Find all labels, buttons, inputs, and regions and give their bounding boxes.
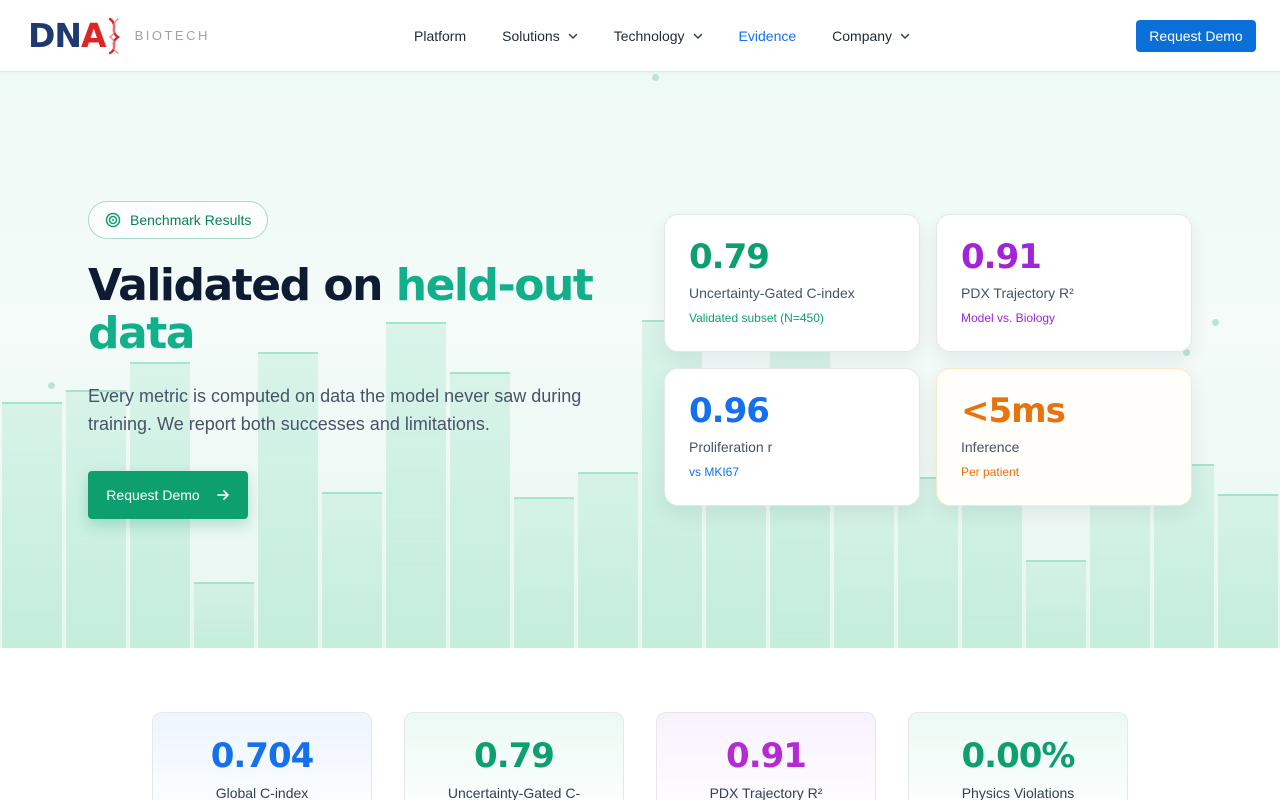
nav-item-company[interactable]: Company: [832, 26, 910, 46]
background-bar: [578, 472, 638, 648]
metric-subtext: vs MKI67: [689, 465, 740, 479]
background-bar: [1026, 560, 1086, 648]
metric-subtext: Validated subset (N=450): [689, 311, 824, 325]
metric-card-pdx-trajectory: 0.91 PDX Trajectory R² Model vs. Biology: [936, 214, 1192, 352]
logo[interactable]: DN A BIOTECH: [28, 17, 210, 55]
top-nav: DN A BIOTECH Platform Solutions Technology…: [0, 0, 1280, 72]
stat-card-physics-violations: 0.00% Physics Violations: [908, 712, 1128, 800]
metric-subtext: Model vs. Biology: [961, 311, 1056, 325]
stat-card-global-c-index: 0.704 Global C-index: [152, 712, 372, 800]
background-dot: [48, 382, 55, 389]
chevron-down-icon: [900, 33, 910, 40]
hero-description: Every metric is computed on data the mod…: [88, 386, 582, 434]
background-bar: [834, 502, 894, 648]
stat-label: Uncertainty-Gated C-: [447, 785, 581, 800]
hero-cta-label: Request Demo: [106, 487, 200, 503]
nav-item-label: Solutions: [502, 28, 560, 44]
stat-card-uncertainty-gated: 0.79 Uncertainty-Gated C-: [404, 712, 624, 800]
metric-card-proliferation: 0.96 Proliferation r vs MKI67: [664, 368, 920, 506]
stat-label: Physics Violations: [961, 785, 1075, 800]
nav-item-solutions[interactable]: Solutions: [502, 26, 578, 46]
logo-text-a: A: [81, 16, 107, 55]
metric-subtext: Per patient: [961, 465, 1020, 479]
hero-title: Validated on held-out data: [88, 262, 648, 358]
metric-value: 0.91: [961, 237, 1042, 277]
background-dot: [652, 74, 659, 81]
stat-label: Global C-index: [215, 785, 309, 800]
metric-card-c-index: 0.79 Uncertainty-Gated C-index Validated…: [664, 214, 920, 352]
metric-value: <5ms: [961, 391, 1066, 431]
background-bar: [514, 497, 574, 648]
nav-request-demo-button[interactable]: Request Demo: [1136, 20, 1256, 52]
nav-item-platform[interactable]: Platform: [414, 26, 466, 46]
stat-value: 0.704: [210, 736, 315, 776]
hero-background-bars: [0, 72, 1280, 648]
badge-label: Benchmark Results: [130, 212, 252, 228]
background-bar: [322, 492, 382, 648]
arrow-right-icon: [216, 490, 229, 500]
benchmark-badge: Benchmark Results: [88, 201, 269, 239]
nav-item-label: Platform: [414, 28, 467, 44]
hero-request-demo-button[interactable]: Request Demo: [88, 471, 248, 519]
stat-label: PDX Trajectory R²: [709, 785, 823, 800]
metric-label: Uncertainty-Gated C-index: [689, 285, 855, 301]
nav-item-label: Evidence: [738, 28, 797, 44]
background-bar: [194, 582, 254, 648]
logo-text-dn: DN: [28, 16, 82, 55]
dna-helix-icon: [108, 17, 120, 55]
metric-value: 0.79: [689, 237, 770, 277]
background-bar: [66, 390, 126, 648]
background-bar: [1218, 494, 1278, 648]
logo-subtitle: BIOTECH: [134, 28, 210, 43]
metric-label: Inference: [961, 439, 1020, 455]
nav-item-label: Company: [832, 28, 893, 44]
nav-item-label: Technology: [613, 28, 685, 44]
background-bar: [450, 372, 510, 648]
hero-title-main: Validated on: [88, 260, 396, 311]
background-bar: [2, 402, 62, 648]
hero-section: Benchmark Results Validated on held-out …: [0, 72, 1280, 648]
chevron-down-icon: [693, 33, 702, 40]
target-icon: [105, 212, 121, 228]
stat-value: 0.79: [474, 736, 555, 776]
stat-value: 0.00%: [961, 736, 1076, 776]
nav-item-evidence[interactable]: Evidence: [739, 26, 797, 46]
background-bar: [386, 322, 446, 648]
stat-value: 0.91: [726, 736, 807, 776]
background-dot: [1212, 319, 1219, 326]
metric-card-inference: <5ms Inference Per patient: [936, 368, 1192, 506]
nav-item-technology[interactable]: Technology: [614, 26, 703, 46]
stat-card-pdx-trajectory: 0.91 PDX Trajectory R²: [656, 712, 876, 800]
hero-title-accent: held-out data: [88, 260, 594, 359]
metric-label: PDX Trajectory R²: [961, 285, 1074, 301]
metric-value: 0.96: [689, 391, 770, 431]
metric-label: Proliferation r: [689, 439, 773, 455]
background-bar: [1090, 502, 1150, 648]
background-bar: [258, 352, 318, 648]
main-menu: Platform Solutions Technology Evidence Compa…: [414, 26, 946, 46]
chevron-down-icon: [568, 33, 577, 40]
background-dot: [1183, 349, 1190, 356]
